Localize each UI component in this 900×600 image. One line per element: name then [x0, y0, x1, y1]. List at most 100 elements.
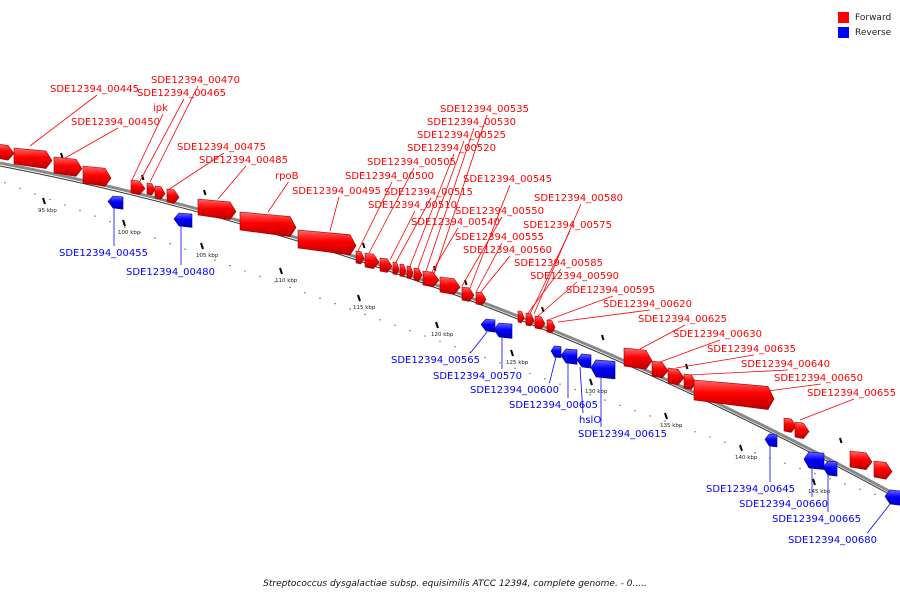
forward-gene-arrow[interactable]	[239, 211, 297, 238]
reverse-gene-label[interactable]: SDE12394_00455	[59, 248, 148, 259]
minor-tick	[124, 226, 126, 228]
minor-tick	[799, 467, 801, 470]
forward-gene-arrow[interactable]	[794, 421, 810, 440]
reverse-gene-label[interactable]: SDE12394_00480	[126, 267, 215, 278]
forward-gene-arrow[interactable]	[475, 291, 487, 306]
forward-gene-arrow[interactable]	[413, 267, 423, 282]
reverse-gene-arrow[interactable]	[764, 433, 778, 448]
forward-gene-label[interactable]: SDE12394_00585	[514, 258, 603, 269]
forward-gene-label[interactable]: SDE12394_00515	[384, 187, 473, 198]
reverse-gene-arrow[interactable]	[107, 195, 124, 210]
forward-gene-arrow[interactable]	[379, 257, 393, 273]
reverse-gene-arrow[interactable]	[803, 451, 825, 470]
forward-gene-arrow[interactable]	[693, 379, 775, 410]
forward-gene-arrow[interactable]	[534, 315, 546, 330]
forward-gene-arrow[interactable]	[651, 360, 669, 379]
forward-gene-arrow[interactable]	[783, 417, 797, 433]
forward-gene-label[interactable]: SDE12394_00450	[71, 117, 160, 128]
forward-gene-label[interactable]: ipk	[153, 103, 168, 114]
forward-gene-label[interactable]: SDE12394_00475	[177, 142, 266, 153]
forward-gene-label[interactable]: SDE12394_00625	[638, 314, 727, 325]
forward-gene-label[interactable]: SDE12394_00500	[345, 171, 434, 182]
forward-gene-arrow[interactable]	[130, 179, 146, 196]
forward-gene-label[interactable]: SDE12394_00620	[603, 299, 692, 310]
reverse-gene-arrow[interactable]	[173, 212, 193, 228]
reverse-gene-label[interactable]: SDE12394_00660	[739, 499, 828, 510]
forward-gene-label[interactable]: SDE12394_00520	[407, 143, 496, 154]
forward-gene-label[interactable]: SDE12394_00580	[534, 193, 623, 204]
forward-gene-label[interactable]: SDE12394_00495	[292, 186, 381, 197]
forward-gene-arrow[interactable]	[146, 182, 156, 196]
forward-gene-label[interactable]: SDE12394_00560	[463, 245, 552, 256]
forward-gene-arrow[interactable]	[849, 450, 873, 470]
forward-gene-arrow[interactable]	[623, 347, 653, 370]
reverse-gene-arrow[interactable]	[493, 322, 513, 339]
forward-gene-arrow[interactable]	[82, 165, 112, 187]
forward-gene-arrow[interactable]	[166, 188, 180, 204]
reverse-gene-arrow[interactable]	[590, 359, 616, 380]
minor-tick	[709, 436, 711, 438]
forward-gene-arrow[interactable]	[525, 312, 535, 327]
reverse-gene-arrow[interactable]	[576, 353, 592, 369]
forward-gene-label[interactable]: SDE12394_00530	[427, 117, 516, 128]
forward-gene-label[interactable]: SDE12394_00465	[137, 88, 226, 99]
forward-gene-label[interactable]: SDE12394_00650	[774, 373, 863, 384]
forward-gene-label[interactable]: SDE12394_00575	[523, 220, 612, 231]
forward-gene-arrow[interactable]	[13, 147, 53, 169]
reverse-gene-label[interactable]: SDE12394_00600	[470, 385, 559, 396]
forward-gene-arrow[interactable]	[197, 198, 237, 220]
forward-gene-label[interactable]: SDE12394_00505	[367, 157, 456, 168]
forward-gene-arrow[interactable]	[439, 276, 461, 295]
minor-tick	[634, 409, 636, 412]
reverse-gene-label[interactable]: SDE12394_00570	[433, 371, 522, 382]
forward-gene-label[interactable]: SDE12394_00470	[151, 75, 240, 86]
forward-gene-arrow[interactable]	[517, 310, 525, 324]
forward-leader-line	[433, 114, 488, 275]
forward-gene-label[interactable]: SDE12394_00550	[455, 206, 544, 217]
forward-gene-arrow[interactable]	[53, 156, 83, 177]
forward-gene-label[interactable]: SDE12394_00525	[417, 130, 506, 141]
forward-gene-arrow[interactable]	[461, 286, 475, 302]
forward-gene-label[interactable]: SDE12394_00590	[530, 271, 619, 282]
reverse-gene-label[interactable]: SDE12394_00645	[706, 484, 795, 495]
reverse-gene-arrow[interactable]	[550, 345, 562, 359]
forward-gene-label[interactable]: SDE12394_00630	[673, 329, 762, 340]
forward-gene-arrow[interactable]	[683, 373, 697, 390]
forward-gene-arrow[interactable]	[873, 460, 893, 480]
forward-gene-arrow[interactable]	[355, 250, 365, 265]
forward-gene-label[interactable]: rpoB	[275, 171, 299, 182]
reverse-gene-label[interactable]: SDE12394_00680	[788, 535, 877, 546]
minor-tick	[844, 483, 846, 485]
forward-gene-arrow[interactable]	[667, 367, 685, 386]
forward-gene-arrow[interactable]	[392, 261, 400, 276]
forward-gene-arrow[interactable]	[154, 185, 166, 200]
forward-gene-arrow[interactable]	[0, 144, 15, 161]
forward-gene-arrow[interactable]	[546, 319, 556, 334]
reverse-gene-label[interactable]: SDE12394_00565	[391, 355, 480, 366]
forward-gene-label[interactable]: SDE12394_00545	[463, 174, 552, 185]
forward-gene-arrow[interactable]	[399, 263, 407, 278]
reverse-gene-label[interactable]: hslO	[579, 415, 601, 426]
forward-gene-label[interactable]: SDE12394_00540	[411, 217, 500, 228]
forward-gene-label[interactable]: SDE12394_00655	[807, 388, 896, 399]
forward-gene-label[interactable]: SDE12394_00535	[440, 104, 529, 115]
reverse-gene-label[interactable]: SDE12394_00615	[578, 429, 667, 440]
forward-gene-label[interactable]: SDE12394_00510	[368, 200, 457, 211]
forward-gene-label[interactable]: SDE12394_00445	[50, 84, 139, 95]
forward-gene-label[interactable]: SDE12394_00485	[199, 155, 288, 166]
reverse-gene-arrow[interactable]	[480, 318, 496, 333]
reverse-gene-label[interactable]: SDE12394_00605	[509, 400, 598, 411]
reverse-gene-arrow[interactable]	[560, 348, 578, 365]
forward-gene-label[interactable]: SDE12394_00640	[741, 359, 830, 370]
reverse-gene-arrow[interactable]	[822, 460, 838, 477]
reverse-gene-arrow[interactable]	[884, 489, 900, 506]
forward-gene-label[interactable]: SDE12394_00635	[707, 344, 796, 355]
reverse-gene-label[interactable]: SDE12394_00665	[772, 514, 861, 525]
forward-gene-arrow[interactable]	[422, 270, 440, 288]
forward-gene-label[interactable]: SDE12394_00555	[455, 232, 544, 243]
minor-tick	[274, 281, 276, 283]
forward-gene-arrow[interactable]	[406, 265, 414, 280]
forward-gene-arrow[interactable]	[364, 252, 380, 270]
forward-gene-label[interactable]: SDE12394_00595	[566, 285, 655, 296]
forward-gene-arrow[interactable]	[297, 229, 357, 256]
